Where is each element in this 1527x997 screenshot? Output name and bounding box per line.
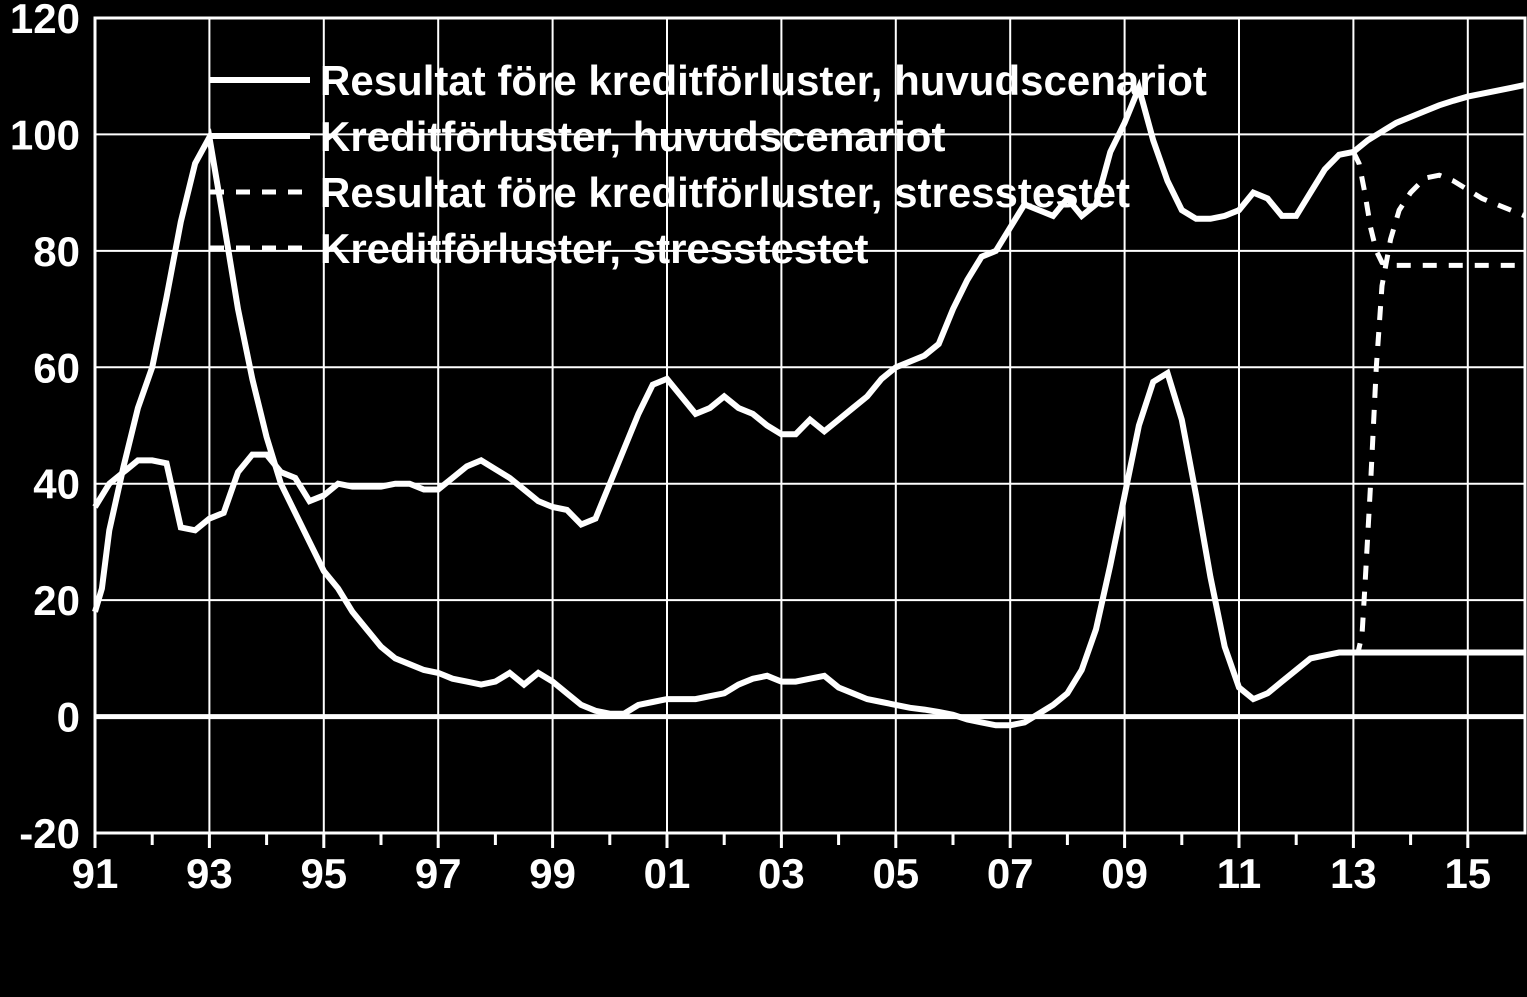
legend-label: Resultat före kreditförluster, huvudscen… [320, 57, 1207, 104]
x-tick-label: 09 [1101, 850, 1148, 897]
y-tick-label: 80 [33, 228, 80, 275]
x-tick-label: 91 [72, 850, 119, 897]
y-tick-label: 40 [33, 461, 80, 508]
x-tick-label: 15 [1444, 850, 1491, 897]
y-tick-label: 20 [33, 577, 80, 624]
y-tick-label: 0 [57, 694, 80, 741]
x-tick-label: 99 [529, 850, 576, 897]
y-tick-label: 100 [10, 111, 80, 158]
legend-label: Kreditförluster, stresstestet [320, 225, 869, 272]
x-tick-label: 97 [415, 850, 462, 897]
x-tick-label: 11 [1217, 850, 1261, 897]
legend-label: Kreditförluster, huvudscenariot [320, 113, 945, 160]
chart-container: -200204060801001209193959799010305070911… [0, 0, 1527, 997]
x-tick-label: 03 [758, 850, 805, 897]
x-tick-label: 01 [644, 850, 691, 897]
line-chart: -200204060801001209193959799010305070911… [0, 0, 1527, 997]
x-tick-label: 07 [987, 850, 1034, 897]
x-tick-label: 93 [186, 850, 233, 897]
y-tick-label: 60 [33, 344, 80, 391]
legend-label: Resultat före kreditförluster, stresstes… [320, 169, 1130, 216]
y-tick-label: 120 [10, 0, 80, 42]
x-tick-label: 13 [1330, 850, 1377, 897]
x-tick-label: 95 [300, 850, 347, 897]
x-tick-label: 05 [872, 850, 919, 897]
